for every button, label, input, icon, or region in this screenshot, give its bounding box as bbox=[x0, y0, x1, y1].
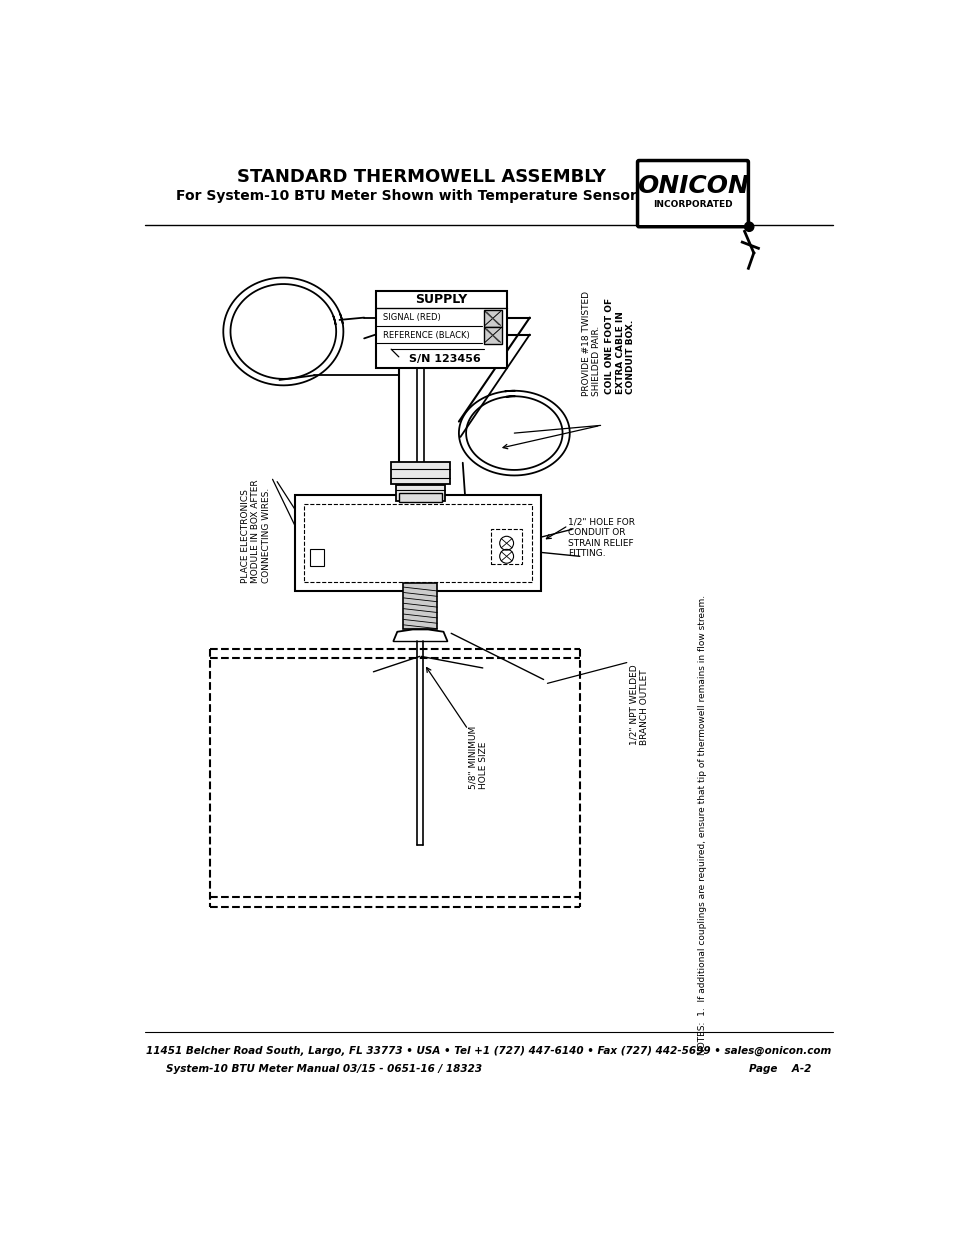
Text: 11451 Belcher Road South, Largo, FL 33773 • USA • Tel +1 (727) 447-6140 • Fax (7: 11451 Belcher Road South, Largo, FL 3377… bbox=[146, 1045, 831, 1056]
Bar bbox=[304, 504, 532, 582]
Text: 1/2" HOLE FOR
CONDUIT OR
STRAIN RELIEF
FITTING.: 1/2" HOLE FOR CONDUIT OR STRAIN RELIEF F… bbox=[568, 517, 635, 558]
Bar bbox=[491, 530, 521, 564]
Bar bbox=[375, 290, 506, 368]
FancyBboxPatch shape bbox=[637, 161, 748, 227]
Text: System-10 BTU Meter Manual 03/15 - 0651-16 / 18323: System-10 BTU Meter Manual 03/15 - 0651-… bbox=[166, 1063, 482, 1073]
Text: INCORPORATED: INCORPORATED bbox=[653, 200, 732, 210]
Bar bbox=[310, 548, 324, 566]
Text: Page    A-2: Page A-2 bbox=[748, 1063, 811, 1073]
Text: PLACE ELECTRONICS
MODULE IN BOX AFTER
CONNECTING WIRES.: PLACE ELECTRONICS MODULE IN BOX AFTER CO… bbox=[241, 479, 271, 583]
Bar bbox=[483, 327, 501, 343]
Bar bbox=[294, 495, 540, 592]
Text: REFERENCE (BLACK): REFERENCE (BLACK) bbox=[383, 331, 470, 340]
Text: ONICON: ONICON bbox=[637, 174, 748, 198]
Text: S/N 123456: S/N 123456 bbox=[409, 354, 480, 364]
Text: NOTES:  1.  If additional couplings are required, ensure that tip of thermowell : NOTES: 1. If additional couplings are re… bbox=[697, 595, 706, 1055]
Text: COIL ONE FOOT OF
EXTRA CABLE IN
CONDUIT BOX.: COIL ONE FOOT OF EXTRA CABLE IN CONDUIT … bbox=[604, 299, 635, 394]
Circle shape bbox=[743, 222, 753, 231]
Text: 5/8" MINIMUM
HOLE SIZE: 5/8" MINIMUM HOLE SIZE bbox=[468, 726, 487, 789]
Bar bbox=[391, 462, 449, 484]
Text: SIGNAL (RED): SIGNAL (RED) bbox=[383, 314, 440, 322]
Text: SUPPLY: SUPPLY bbox=[415, 294, 467, 306]
Text: For System-10 BTU Meter Shown with Temperature Sensor: For System-10 BTU Meter Shown with Tempe… bbox=[176, 189, 637, 203]
Bar bbox=[483, 310, 501, 327]
Text: STANDARD THERMOWELL ASSEMBLY: STANDARD THERMOWELL ASSEMBLY bbox=[237, 168, 606, 186]
Bar bbox=[395, 485, 444, 501]
Bar bbox=[398, 493, 441, 503]
Bar bbox=[403, 583, 436, 630]
Text: 1/2" NPT WELDED
BRANCH OUTLET: 1/2" NPT WELDED BRANCH OUTLET bbox=[629, 664, 649, 745]
Text: PROVIDE #18 TWISTED
SHIELDED PAIR.: PROVIDE #18 TWISTED SHIELDED PAIR. bbox=[581, 290, 600, 395]
